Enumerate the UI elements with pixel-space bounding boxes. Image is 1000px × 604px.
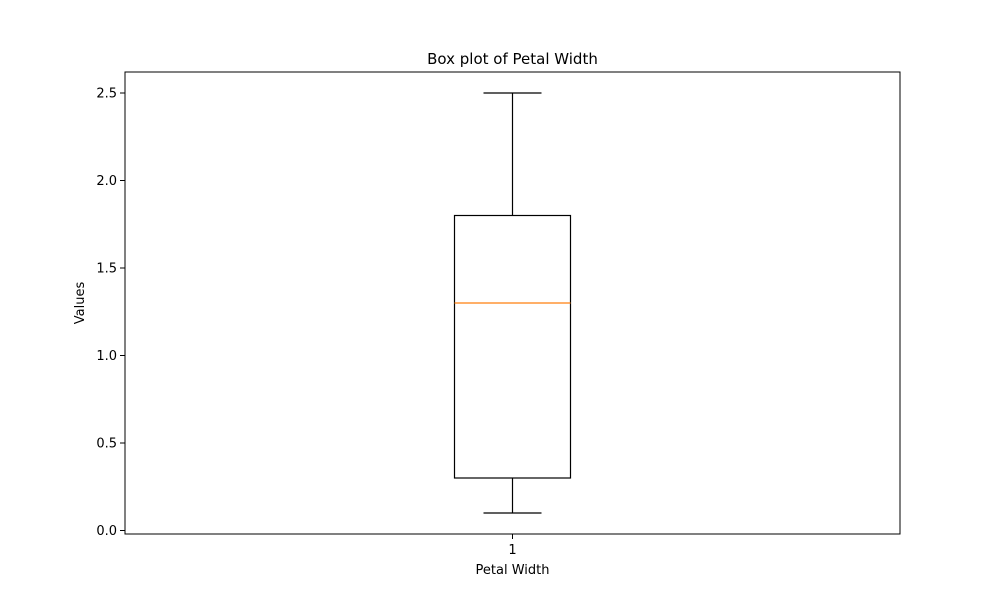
y-tick-label: 0.5 (96, 437, 117, 452)
y-tick-label: 2.0 (96, 174, 117, 189)
x-axis-label: Petal Width (476, 563, 550, 578)
y-tick-label: 2.5 (96, 87, 117, 102)
x-tick-label: 1 (508, 543, 516, 558)
interquartile-box (453, 214, 572, 479)
y-tick-label: 0.0 (96, 524, 117, 539)
x-axis: 1 (508, 534, 517, 558)
y-tick-label: 1.0 (96, 349, 117, 364)
box-series (453, 92, 572, 514)
y-axis-label: Values (73, 282, 88, 325)
chart-title: Box plot of Petal Width (427, 50, 598, 68)
y-axis: 0.0 0.5 1.0 1.5 2.0 2.5 (96, 87, 125, 539)
y-tick-label: 1.5 (96, 262, 117, 277)
